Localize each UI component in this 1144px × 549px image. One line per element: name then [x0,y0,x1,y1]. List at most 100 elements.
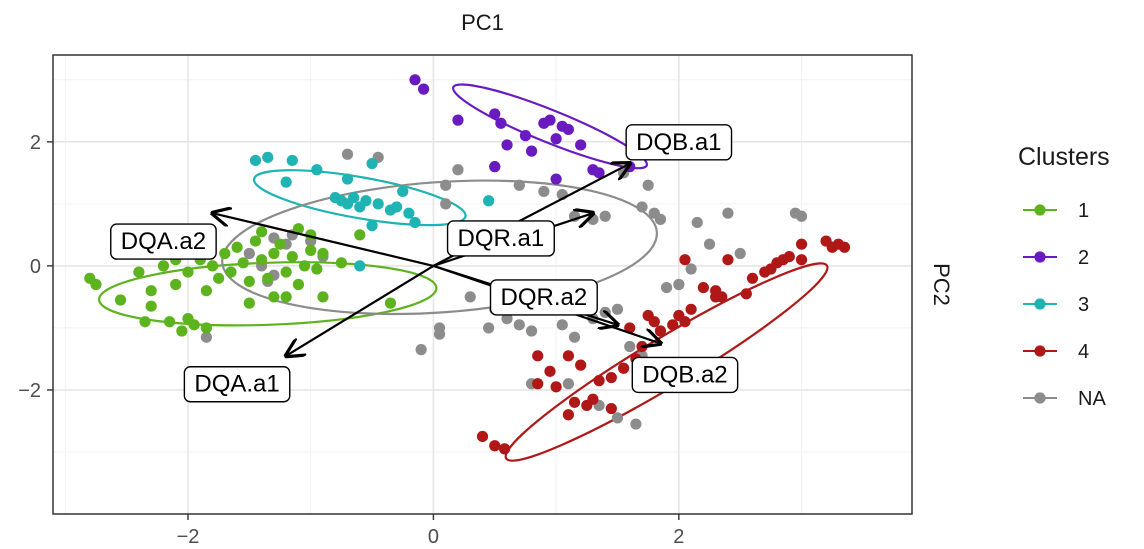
point-cluster-1 [114,294,127,306]
label-box-dqr-a2 [489,279,598,316]
point-cluster-NA [795,210,808,222]
point-cluster-NA [562,378,575,390]
point-cluster-1 [384,297,397,309]
legend-key-point-2 [1034,251,1046,263]
legend-key-point-NA [1034,392,1046,404]
label-text-dqa-a2: DQA.a2 [121,228,206,255]
legend-label-1: 1 [1078,200,1089,222]
point-cluster-4 [532,350,544,362]
point-cluster-3 [366,219,378,232]
label-dqb-a1: DQB.a1 [625,124,733,161]
point-cluster-1 [335,257,347,269]
point-cluster-1 [280,266,292,278]
point-cluster-4 [550,381,562,393]
point-cluster-3 [354,260,366,272]
point-cluster-2 [519,130,532,142]
label-dqb-a2: DQB.a2 [631,356,739,394]
point-cluster-NA [654,213,667,225]
point-cluster-4 [667,319,679,331]
point-cluster-4 [605,402,617,415]
point-cluster-NA [673,278,685,291]
point-cluster-NA [525,325,538,337]
point-cluster-3 [397,185,409,198]
point-cluster-2 [495,117,507,129]
point-cluster-1 [90,278,102,291]
point-cluster-4 [489,440,501,452]
point-cluster-3 [280,176,292,188]
point-cluster-NA [691,216,703,229]
point-cluster-1 [170,278,182,291]
point-cluster-1 [237,257,249,269]
legend-label-2: 2 [1078,247,1089,269]
point-cluster-1 [243,297,255,309]
point-cluster-4 [740,288,752,300]
point-cluster-NA [440,198,452,210]
point-cluster-3 [403,207,415,219]
point-cluster-3 [372,198,384,210]
label-dqa-a1: DQA.a1 [183,366,291,403]
point-cluster-4 [562,409,575,421]
point-cluster-1 [249,235,262,247]
x-tick-label: −2 [177,526,200,548]
point-cluster-1 [139,316,151,328]
point-cluster-NA [513,319,525,331]
point-cluster-3 [348,192,360,204]
x-axis-title: PC1 [461,10,504,35]
point-cluster-4 [575,359,587,371]
legend-label-NA: NA [1078,388,1106,410]
point-cluster-2 [593,167,605,179]
point-cluster-4 [636,340,648,353]
label-text-dqr-a1: DQR.a1 [458,225,545,252]
point-cluster-NA [642,179,654,191]
point-cluster-4 [679,316,691,328]
point-cluster-2 [575,139,587,151]
point-cluster-1 [213,272,225,284]
point-cluster-3 [311,164,323,176]
legend-title: Clusters [1018,143,1110,171]
point-cluster-1 [231,241,243,253]
point-cluster-4 [795,254,808,266]
point-cluster-1 [268,291,280,303]
point-cluster-1 [317,291,329,303]
point-cluster-4 [746,272,759,284]
point-cluster-4 [648,316,660,328]
point-cluster-2 [525,145,538,157]
point-cluster-NA [452,164,464,176]
point-cluster-3 [249,154,262,167]
point-cluster-3 [409,216,421,229]
point-cluster-3 [360,195,372,207]
legend-label-4: 4 [1078,341,1089,363]
point-cluster-1 [298,260,311,272]
point-cluster-NA [599,210,611,222]
point-cluster-2 [417,83,430,95]
point-cluster-NA [722,207,734,219]
point-cluster-2 [544,114,556,126]
point-cluster-4 [498,443,511,455]
point-cluster-4 [679,254,691,266]
point-cluster-1 [317,247,329,260]
label-text-dqr-a2: DQR.a2 [501,284,588,311]
point-cluster-2 [562,123,575,136]
point-cluster-1 [274,238,286,250]
y-tick-label: 2 [30,132,41,154]
point-cluster-4 [795,238,808,250]
point-cluster-2 [489,108,501,120]
point-cluster-1 [292,223,305,235]
point-cluster-NA [660,282,673,294]
point-cluster-1 [182,313,194,325]
point-cluster-NA [630,418,642,430]
point-cluster-2 [409,74,421,86]
point-cluster-1 [163,316,176,328]
point-cluster-4 [722,254,734,266]
legend-key-point-3 [1034,298,1046,310]
point-cluster-4 [476,430,489,443]
point-cluster-1 [176,325,188,337]
point-cluster-1 [200,285,212,297]
legend-key-point-4 [1034,345,1046,357]
point-cluster-NA [483,322,495,334]
point-cluster-4 [654,325,667,337]
label-box-dqa-a1 [183,366,291,403]
loading-labels: DQB.a1 DQA.a2 DQR.a1 DQR.a2 DQB.a2 DQA.a1 [110,124,739,403]
label-dqa-a2: DQA.a2 [110,223,217,260]
